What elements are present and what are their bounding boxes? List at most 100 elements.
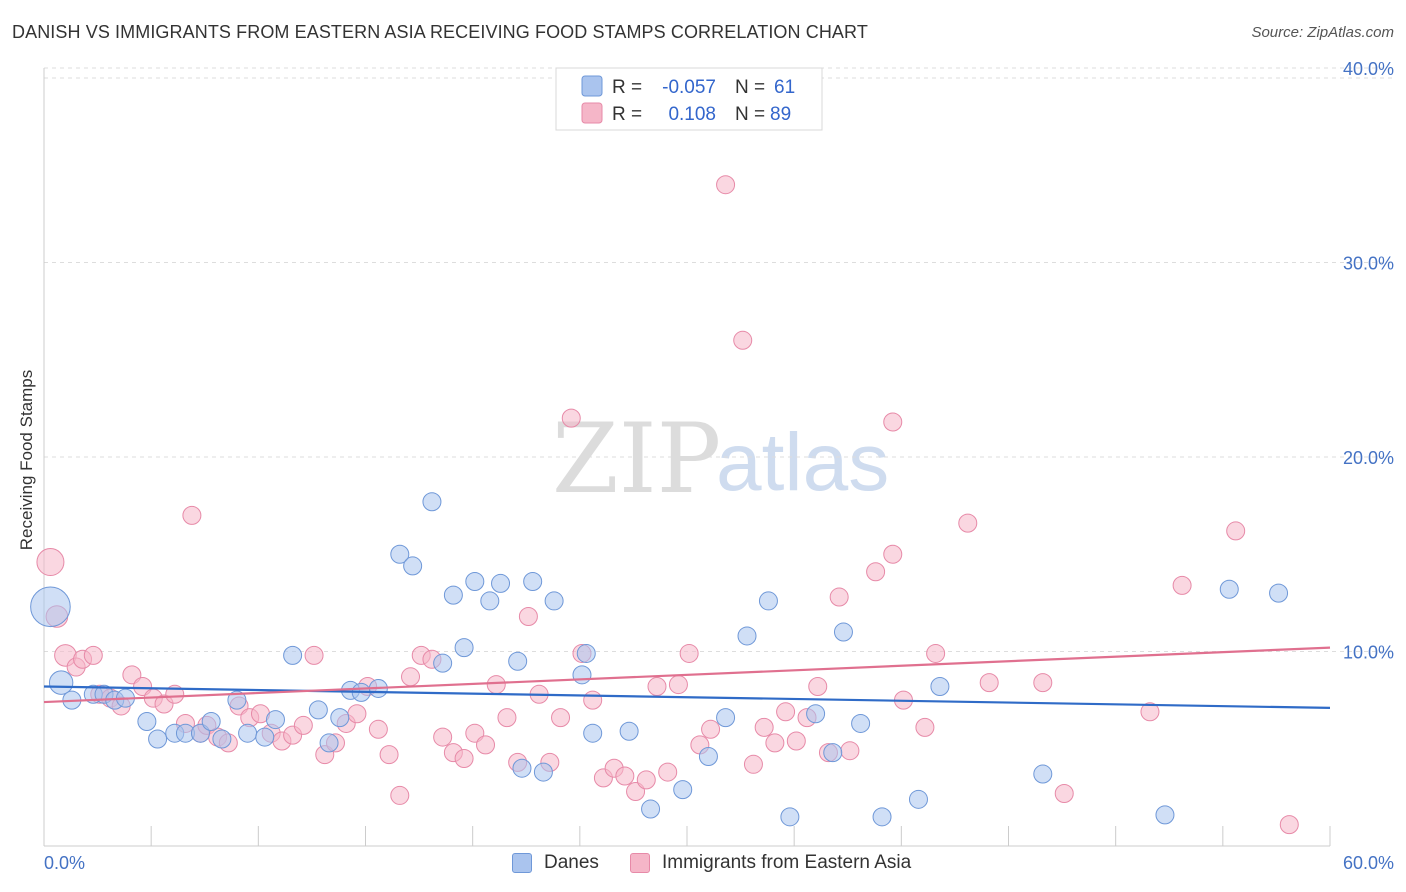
immigrants-point-50 (551, 708, 571, 728)
immigrants-point-62 (679, 643, 699, 663)
immigrants-point-27 (304, 645, 324, 665)
immigrants-trend-line (43, 646, 1331, 704)
x-ticks (43, 826, 1331, 846)
danes-point-39 (576, 643, 596, 663)
bottom-legend: Danes Immigrants from Eastern Asia (0, 850, 1406, 880)
danes-point-28 (433, 653, 453, 673)
danes-point-50 (806, 704, 826, 724)
trend-lines (43, 646, 1331, 710)
danes-point-19 (308, 700, 328, 720)
immigrants-point-61 (668, 675, 688, 695)
immigrants-point-78 (883, 544, 903, 564)
bottom-legend-immigrants: Immigrants from Eastern Asia (630, 852, 911, 874)
legend-r-label-danes: R = (612, 77, 642, 98)
legend-r-value-danes: -0.057 (662, 77, 716, 98)
legend-r-value-immigrants: 0.108 (668, 104, 716, 125)
y-tick-label-10: 10.0% (1343, 643, 1394, 663)
immigrants-point-47 (518, 606, 538, 626)
immigrants-point-76 (840, 741, 860, 761)
immigrants-point-89 (1226, 521, 1246, 541)
watermark-zip: ZIP (552, 403, 721, 515)
immigrants-point-34 (379, 745, 399, 765)
danes-point-54 (872, 807, 892, 827)
danes-point-56 (930, 677, 950, 697)
danes-point-27 (422, 492, 442, 512)
immigrants-point-59 (647, 677, 667, 697)
danes-point-29 (443, 585, 463, 605)
danes-points (30, 492, 1289, 827)
y-tick-label-30: 30.0% (1343, 254, 1394, 274)
danes-point-21 (330, 708, 350, 728)
immigrants-point-43 (476, 735, 496, 755)
immigrants-point-39 (433, 727, 453, 747)
watermark: ZIP atlas (552, 403, 889, 515)
danes-point-7 (137, 712, 157, 732)
danes-point-48 (758, 591, 778, 611)
immigrants-point-67 (743, 754, 763, 774)
danes-point-16 (255, 727, 275, 747)
source-label: Source: ZipAtlas.com (1251, 24, 1394, 41)
danes-point-8 (148, 729, 168, 749)
immigrants-point-51 (561, 408, 581, 428)
danes-point-47 (737, 626, 757, 646)
y-tick-label-40: 40.0% (1343, 59, 1394, 79)
danes-point-31 (465, 571, 485, 591)
danes-point-36 (523, 571, 543, 591)
legend-box: R = -0.057 N = 61 R = 0.108 N = 89 (555, 67, 823, 131)
immigrants-point-60 (658, 762, 678, 782)
danes-point-55 (908, 789, 928, 809)
danes-point-51 (823, 743, 843, 763)
danes-point-46 (716, 708, 736, 728)
immigrants-point-26 (293, 715, 313, 735)
immigrants-point-69 (765, 733, 785, 753)
immigrants-point-41 (454, 748, 474, 768)
danes-point-43 (641, 799, 661, 819)
danes-point-40 (583, 723, 603, 743)
immigrants-point-35 (390, 785, 410, 805)
immigrants-point-83 (958, 513, 978, 533)
legend-swatch-danes (581, 75, 603, 97)
danes-point-37 (533, 762, 553, 782)
immigrants-point-88 (1172, 575, 1192, 595)
danes-point-34 (508, 651, 528, 671)
danes-point-60 (1269, 583, 1289, 603)
danes-point-18 (283, 645, 303, 665)
danes-point-0 (30, 586, 71, 628)
immigrants-point-31 (347, 704, 367, 724)
immigrants-point-36 (401, 667, 421, 687)
legend-n-value-danes: 61 (774, 77, 795, 98)
bottom-legend-label-immigrants: Immigrants from Eastern Asia (662, 852, 912, 873)
danes-point-33 (491, 573, 511, 593)
danes-point-26 (403, 556, 423, 576)
danes-point-53 (851, 713, 871, 733)
danes-point-41 (572, 665, 592, 685)
danes-point-59 (1219, 579, 1239, 599)
immigrants-point-68 (754, 717, 774, 737)
danes-point-13 (212, 729, 232, 749)
danes-point-17 (265, 710, 285, 730)
bottom-legend-swatch-immigrants (630, 853, 650, 873)
immigrants-point-84 (979, 673, 999, 693)
danes-point-38 (544, 591, 564, 611)
legend-r-label-immigrants: R = (612, 104, 642, 125)
watermark-atlas: atlas (716, 417, 889, 508)
immigrants-point-80 (883, 412, 903, 432)
danes-point-12 (201, 712, 221, 732)
immigrants-point-75 (829, 587, 849, 607)
immigrants-point-81 (915, 717, 935, 737)
danes-point-30 (454, 638, 474, 658)
legend-n-label-immigrants: N = (735, 104, 765, 125)
danes-point-44 (673, 780, 693, 800)
danes-point-20 (319, 733, 339, 753)
danes-point-32 (480, 591, 500, 611)
immigrants-point-64 (701, 719, 721, 739)
bottom-legend-danes: Danes (512, 852, 599, 874)
immigrants-point-82 (926, 643, 946, 663)
danes-point-45 (698, 747, 718, 767)
immigrants-point-56 (615, 766, 635, 786)
immigrants-point-15 (182, 505, 202, 525)
immigrants-point-65 (716, 175, 736, 195)
immigrants-point-86 (1054, 783, 1074, 803)
danes-point-49 (780, 807, 800, 827)
